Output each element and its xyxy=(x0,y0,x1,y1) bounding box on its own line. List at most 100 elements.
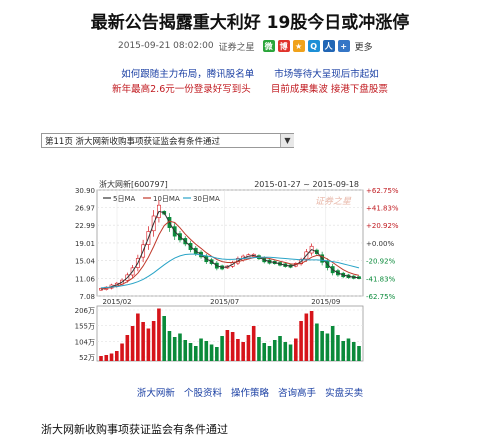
y-tick-label: 30.90 xyxy=(75,187,95,195)
volume-bar xyxy=(283,342,288,361)
right-tick-label: -62.75% xyxy=(366,293,396,301)
volume-bar xyxy=(193,346,198,361)
footer-links: 浙大网新 个股资料 操作策略 咨询高手 实盘买卖 xyxy=(0,385,500,399)
volume-bar xyxy=(357,346,361,361)
page-select[interactable]: 第11页 浙大网新收购事项获证监会有条件通过 xyxy=(41,133,294,148)
volume-bar xyxy=(109,353,114,361)
volume-bar xyxy=(236,339,240,361)
volume-bar xyxy=(336,335,340,361)
volume-bar xyxy=(130,326,135,361)
right-tick-label: +62.75% xyxy=(366,187,399,195)
volume-bar xyxy=(304,313,309,361)
volume-bar xyxy=(136,313,140,361)
volume-bar xyxy=(309,311,314,361)
volume-bar xyxy=(272,340,277,361)
y-tick-label: 19.01 xyxy=(75,240,95,248)
promo-link[interactable]: 如何跟随主力布局，腾讯股名单 xyxy=(121,69,255,80)
volume-bar xyxy=(230,332,235,361)
volume-bar xyxy=(351,342,356,361)
volume-tick-label: 206万 xyxy=(75,307,95,315)
volume-bar xyxy=(199,338,203,361)
volume-bar xyxy=(294,338,298,361)
right-tick-label: -41.83% xyxy=(366,275,396,283)
chart-stock-label: 浙大网新[600797] xyxy=(99,179,168,189)
share-bar: 微博 ★ Q 人 + 更多 xyxy=(262,40,373,53)
volume-bar xyxy=(183,340,188,361)
right-tick-label: +0.00% xyxy=(366,240,394,248)
volume-bar xyxy=(288,344,293,361)
volume-bar xyxy=(330,326,335,361)
volume-bar xyxy=(257,337,261,361)
wechat-icon[interactable]: 微 xyxy=(262,40,275,52)
volume-bar xyxy=(346,338,351,361)
right-tick-label: -20.92% xyxy=(366,258,396,266)
volume-tick-label: 104万 xyxy=(75,338,95,346)
volume-bar xyxy=(299,321,303,361)
chart-background xyxy=(63,178,417,374)
article-source[interactable]: 证券之星 xyxy=(218,42,255,53)
volume-bar xyxy=(188,343,193,361)
volume-bar xyxy=(146,328,151,361)
volume-tick-label: 155万 xyxy=(75,323,95,331)
article-meta: 2015-09-21 08:02:00 证券之星 微博 ★ Q 人 + 更多 xyxy=(118,39,373,53)
volume-tick-label: 52万 xyxy=(79,354,95,362)
volume-bar xyxy=(246,335,251,361)
volume-bar xyxy=(167,331,172,361)
volume-bar xyxy=(141,322,145,361)
page-select-value: 第11页 浙大网新收购事项获证监会有条件通过 xyxy=(45,137,221,147)
volume-bar xyxy=(267,346,272,361)
volume-bar xyxy=(157,308,161,361)
volume-bar xyxy=(278,336,282,361)
right-tick-label: +41.83% xyxy=(366,204,399,212)
volume-panel-frame xyxy=(96,305,364,362)
stock-chart: 浙大网新[600797] 2015-01-27 ~ 2015-09-18 30.90… xyxy=(63,178,417,374)
stock-chart-svg: 浙大网新[600797] 2015-01-27 ~ 2015-09-18 30.90… xyxy=(63,178,417,374)
volume-bar xyxy=(225,330,230,361)
volume-bar xyxy=(104,355,109,361)
ma-legend-label: 30日MA xyxy=(193,195,220,203)
ma-legend-label: 5日MA xyxy=(113,195,135,203)
chevron-down-icon[interactable]: ▼ xyxy=(280,134,294,147)
y-tick-label: 11.06 xyxy=(75,275,96,283)
y-tick-label: 7.08 xyxy=(79,293,95,301)
footer-link[interactable]: 操作策略 xyxy=(230,388,269,399)
plus-icon[interactable]: + xyxy=(337,40,350,52)
footer-link[interactable]: 咨询高手 xyxy=(278,388,317,399)
ma-line-3 xyxy=(100,253,360,289)
chart-date-range: 2015-01-27 ~ 2015-09-18 xyxy=(254,180,359,189)
volume-bar xyxy=(151,321,156,361)
share-more-link[interactable]: 更多 xyxy=(354,42,373,53)
volume-bar xyxy=(204,341,209,361)
promo-link[interactable]: 新年最高2.6元一份登录好写到头 xyxy=(112,84,251,95)
promo-link[interactable]: 市场等待大呈现后市起如 xyxy=(274,69,379,80)
qq-icon[interactable]: Q xyxy=(307,40,320,52)
volume-bar xyxy=(315,323,319,361)
volume-bar xyxy=(172,337,177,361)
y-tick-label: 15.04 xyxy=(75,258,96,266)
promo-link[interactable]: 目前成果集波 接港下盘股票 xyxy=(270,84,388,95)
promo-links-row-2: 新年最高2.6元一份登录好写到头 目前成果集波 接港下盘股票 xyxy=(0,81,500,95)
volume-bar xyxy=(162,316,166,361)
article-title: 最新公告揭露重大利好 19股今日或冲涨停 xyxy=(90,13,410,33)
volume-bar xyxy=(114,351,119,361)
footer-link[interactable]: 实盘买卖 xyxy=(325,388,364,399)
ma-line-1 xyxy=(100,210,360,290)
weibo-icon[interactable]: 博 xyxy=(277,40,290,52)
volume-bar xyxy=(209,344,214,361)
volume-bar xyxy=(251,326,256,361)
x-tick-label: 2015/07 xyxy=(210,298,239,306)
footer-link[interactable]: 个股资料 xyxy=(183,388,222,399)
ma-line-2 xyxy=(100,220,360,290)
renren-icon[interactable]: 人 xyxy=(322,40,335,52)
volume-bar xyxy=(99,356,103,361)
qzone-icon[interactable]: ★ xyxy=(292,40,305,52)
volume-bar xyxy=(341,341,346,361)
volume-bar xyxy=(320,331,324,361)
x-tick-label: 2015/09 xyxy=(311,298,340,306)
article-datetime: 2015-09-21 08:02:00 xyxy=(118,41,214,51)
ma-legend-label: 10日MA xyxy=(153,195,180,203)
volume-bar xyxy=(215,347,219,361)
footer-link[interactable]: 浙大网新 xyxy=(136,388,175,399)
volume-bar xyxy=(241,342,245,361)
volume-bar xyxy=(325,333,330,361)
